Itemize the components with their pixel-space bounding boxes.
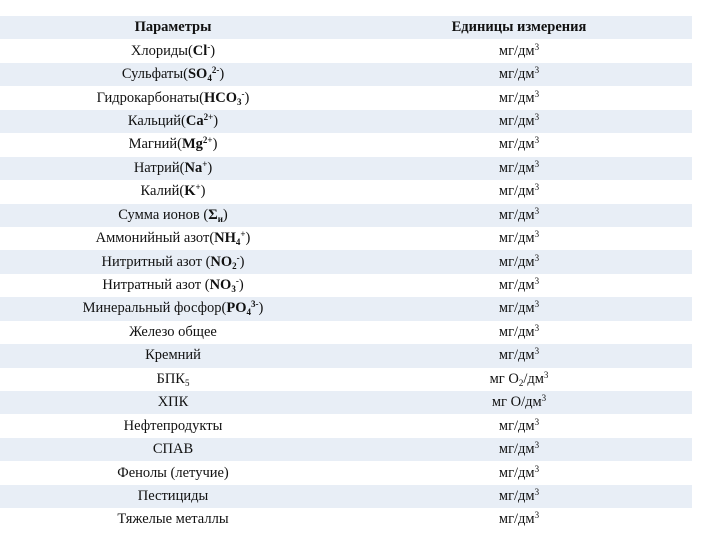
table-row: Кальций(Ca2+) мг/дм3 <box>0 109 692 134</box>
unit-cell: мг/дм3 <box>498 299 540 317</box>
table-row: СПАВ мг/дм3 <box>0 437 692 462</box>
table-row: Сульфаты(SO42-) мг/дм3 <box>0 62 692 87</box>
unit-cell: мг/дм3 <box>498 440 540 458</box>
parameter-cell: Магний(Mg2+) <box>128 135 218 153</box>
table-row: Аммонийный азот(NH4+) мг/дм3 <box>0 227 692 250</box>
parameter-cell: Тяжелые металлы <box>117 511 229 528</box>
parameters-table: Параметры Единицы измерения Хлориды(Cl-)… <box>0 16 692 532</box>
unit-cell: мг/дм3 <box>498 158 540 176</box>
parameter-cell: Кремний <box>145 347 201 364</box>
table-row: Сумма ионов (Σи) мг/дм3 <box>0 203 692 227</box>
table-row: Пестициды мг/дм3 <box>0 484 692 509</box>
parameter-cell: Нефтепродукты <box>123 417 223 434</box>
unit-cell: мг/дм3 <box>498 65 540 83</box>
parameter-cell: Нитритный азот (NO2-) <box>101 252 245 271</box>
table-row: Тяжелые металлы мг/дм3 <box>0 508 692 531</box>
table-row: Кремний мг/дм3 <box>0 344 692 368</box>
unit-cell: мг/дм3 <box>498 510 540 528</box>
parameter-cell: Нитратный азот (NO3-) <box>102 276 244 295</box>
unit-cell: мг/дм3 <box>498 88 540 106</box>
unit-cell: мг/дм3 <box>498 486 540 504</box>
parameter-cell: СПАВ <box>152 441 194 458</box>
table-row: Гидрокарбонаты(HCO3-) мг/дм3 <box>0 86 692 109</box>
parameter-cell: Хлориды(Cl-) <box>130 41 216 59</box>
unit-cell: мг/дм3 <box>498 276 540 294</box>
parameter-cell: Аммонийный азот(NH4+) <box>95 229 251 248</box>
parameter-cell: Кальций(Ca2+) <box>127 111 219 129</box>
unit-cell: мг/дм3 <box>498 111 540 129</box>
table-row: Хлориды(Cl-) мг/дм3 <box>0 39 692 62</box>
table-row: Фенолы (летучие) мг/дм3 <box>0 461 692 484</box>
parameter-cell: Минеральный фосфор(PO43-) <box>82 299 264 318</box>
table-row: Нитратный азот (NO3-) мг/дм3 <box>0 274 692 297</box>
unit-cell: мг O2/дм3 <box>489 369 549 388</box>
table-header-row: Параметры Единицы измерения <box>0 16 692 40</box>
unit-cell: мг/дм3 <box>498 182 540 200</box>
unit-cell: мг O/дм3 <box>491 393 547 411</box>
unit-cell: мг/дм3 <box>498 41 540 59</box>
unit-cell: мг/дм3 <box>498 322 540 340</box>
table-row: Магний(Mg2+) мг/дм3 <box>0 133 692 156</box>
header-parameters: Параметры <box>134 19 212 36</box>
unit-cell: мг/дм3 <box>498 205 540 223</box>
parameter-cell: Фенолы (летучие) <box>117 464 229 481</box>
table-row: ХПК мг O/дм3 <box>0 391 692 415</box>
table-row: Нитритный азот (NO2-) мг/дм3 <box>0 250 692 274</box>
table-row: Минеральный фосфор(PO43-) мг/дм3 <box>0 297 692 321</box>
parameter-cell: Натрий(Na+) <box>133 158 213 176</box>
unit-cell: мг/дм3 <box>498 135 540 153</box>
header-units: Единицы измерения <box>451 19 587 36</box>
parameter-cell: Железо общее <box>129 323 217 340</box>
unit-cell: мг/дм3 <box>498 416 540 434</box>
table-row: Нефтепродукты мг/дм3 <box>0 414 692 437</box>
unit-cell: мг/дм3 <box>498 463 540 481</box>
parameter-cell: Сульфаты(SO42-) <box>121 65 225 84</box>
unit-cell: мг/дм3 <box>498 252 540 270</box>
table-row: Натрий(Na+) мг/дм3 <box>0 156 692 181</box>
unit-cell: мг/дм3 <box>498 229 540 247</box>
table-row: Калий(K+) мг/дм3 <box>0 180 692 203</box>
parameter-cell: ХПК <box>157 394 189 411</box>
parameter-cell: Пестициды <box>137 487 209 504</box>
table-row: БПК5 мг O2/дм3 <box>0 368 692 391</box>
table-row: Железо общее мг/дм3 <box>0 321 692 344</box>
parameter-cell: Гидрокарбонаты(HCO3-) <box>96 88 250 107</box>
parameter-cell: Калий(K+) <box>140 182 206 200</box>
unit-cell: мг/дм3 <box>498 346 540 364</box>
parameter-cell: БПК5 <box>156 370 190 388</box>
parameter-cell: Сумма ионов (Σи) <box>118 206 228 224</box>
